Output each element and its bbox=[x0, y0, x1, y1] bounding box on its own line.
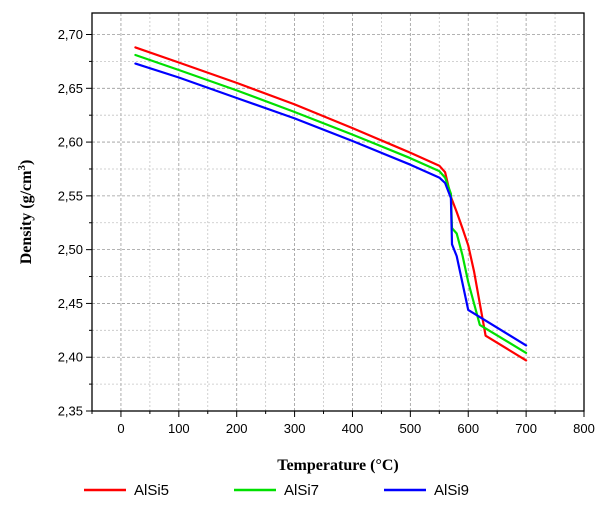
x-tick-label: 500 bbox=[400, 421, 422, 436]
x-tick-label: 0 bbox=[117, 421, 124, 436]
y-tick-label: 2,40 bbox=[58, 350, 83, 365]
x-tick-label: 100 bbox=[168, 421, 190, 436]
y-tick-label: 2,55 bbox=[58, 188, 83, 203]
y-axis-title-close: ) bbox=[18, 160, 35, 165]
x-tick-label: 800 bbox=[573, 421, 595, 436]
y-tick-label: 2,50 bbox=[58, 242, 83, 257]
legend-label-alsi7: AlSi7 bbox=[284, 482, 319, 499]
x-tick-label: 400 bbox=[342, 421, 364, 436]
x-tick-label: 300 bbox=[284, 421, 306, 436]
series-line-alsi5 bbox=[135, 47, 526, 360]
x-tick-label: 700 bbox=[515, 421, 537, 436]
legend-label-alsi9: AlSi9 bbox=[434, 482, 469, 499]
x-tick-label: 600 bbox=[457, 421, 479, 436]
y-axis-title-main: Density (g/cm bbox=[18, 170, 35, 264]
legend-label-alsi5: AlSi5 bbox=[134, 482, 169, 499]
series-layer bbox=[135, 47, 526, 360]
y-tick-label: 2,65 bbox=[58, 81, 83, 96]
y-tick-label: 2,60 bbox=[58, 135, 83, 150]
x-axis-title: Temperature (°C) bbox=[277, 457, 398, 474]
y-tick-label: 2,45 bbox=[58, 296, 83, 311]
x-tick-label: 200 bbox=[226, 421, 248, 436]
y-tick-label: 2,35 bbox=[58, 404, 83, 419]
y-axis-title: Density (g/cm3) bbox=[16, 160, 35, 265]
y-tick-label: 2,70 bbox=[58, 27, 83, 42]
legend: AlSi5 AlSi7 AlSi9 bbox=[84, 482, 469, 499]
